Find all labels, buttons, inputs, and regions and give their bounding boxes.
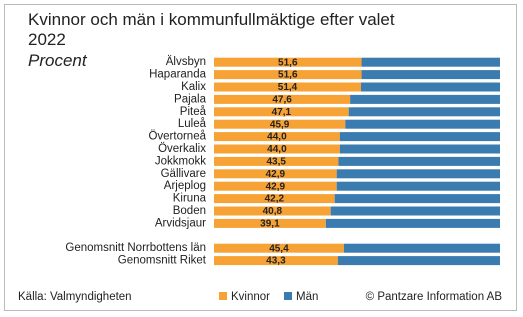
legend-swatch [219,292,227,300]
bar-segment [337,256,500,266]
bar-segment [343,243,500,253]
bar-segment [214,169,337,179]
value-label: 45,9 [270,119,290,130]
y-tick-label: Pajala [174,93,207,105]
value-label: 45,4 [269,243,289,254]
chart-subtitle: Procent [28,51,87,70]
bar-segment [214,82,362,92]
value-label: 47,6 [272,95,292,106]
bar-segment [214,156,339,166]
y-tick-label: Genomsnitt Riket [118,255,207,267]
y-tick-label: Genomsnitt Norrbottens län [65,242,206,254]
y-tick-label: Övertorneå [148,131,206,143]
y-tick-label: Jokkmokk [155,155,206,167]
bar-segment [214,243,344,253]
bar-segment [348,107,500,117]
legend-label: Män [296,291,318,303]
bar-segment [214,206,331,216]
bar-segment [214,57,362,67]
value-label: 44,0 [267,132,287,143]
bar-segment [214,144,340,154]
bar-segment [325,218,500,228]
bar-segment [214,218,326,228]
bar-segment [214,107,349,117]
value-label: 43,3 [266,256,286,267]
bar-segment [334,194,500,204]
value-label: 39,1 [260,219,280,230]
bar-segment [214,256,338,266]
value-label: 51,6 [278,70,298,81]
credit: © Pantzare Information AB [366,291,503,303]
y-tick-label: Överkalix [158,143,206,155]
bar-segment [214,132,340,142]
y-tick-label: Arjeplog [164,180,206,192]
y-tick-label: Älvsbyn [166,56,206,68]
value-label: 42,9 [266,169,286,180]
value-label: 51,6 [278,57,298,68]
bar-segment [214,194,335,204]
source: Källa: Valmyndigheten [18,291,132,303]
chart-title: Kvinnor och män i kommunfullmäktige efte… [28,10,395,49]
y-tick-label: Haparanda [149,69,207,81]
y-tick-label: Gällivare [161,168,206,180]
value-label: 40,8 [263,206,283,217]
value-label: 47,1 [272,107,292,118]
bar-segment [214,119,346,129]
bar-segment [350,94,500,104]
bar-segment [361,82,500,92]
frame [4,4,517,311]
value-label: 42,2 [265,194,285,205]
y-tick-label: Kalix [181,81,206,93]
bar-segment [214,70,362,80]
bar-segment [214,181,337,191]
legend-label: Kvinnor [231,291,270,303]
bar-segment [361,57,500,67]
y-tick-label: Arvidsjaur [155,217,206,229]
y-tick-label: Luleå [178,118,207,130]
bar-segment [345,119,500,129]
legend-swatch [284,292,292,300]
value-label: 44,0 [267,144,287,155]
y-tick-label: Kiruna [173,193,207,205]
bar-segment [339,144,500,154]
bar-segment [214,94,351,104]
y-tick-label: Piteå [180,106,207,118]
value-label: 42,9 [266,181,286,192]
y-tick-label: Boden [173,205,206,217]
bar-segment [361,70,500,80]
bar-segment [336,169,500,179]
value-label: 43,5 [266,157,286,168]
bar-segment [336,181,500,191]
bar-segment [338,156,500,166]
bar-segment [339,132,500,142]
value-label: 51,4 [278,82,298,93]
bar-segment [330,206,500,216]
